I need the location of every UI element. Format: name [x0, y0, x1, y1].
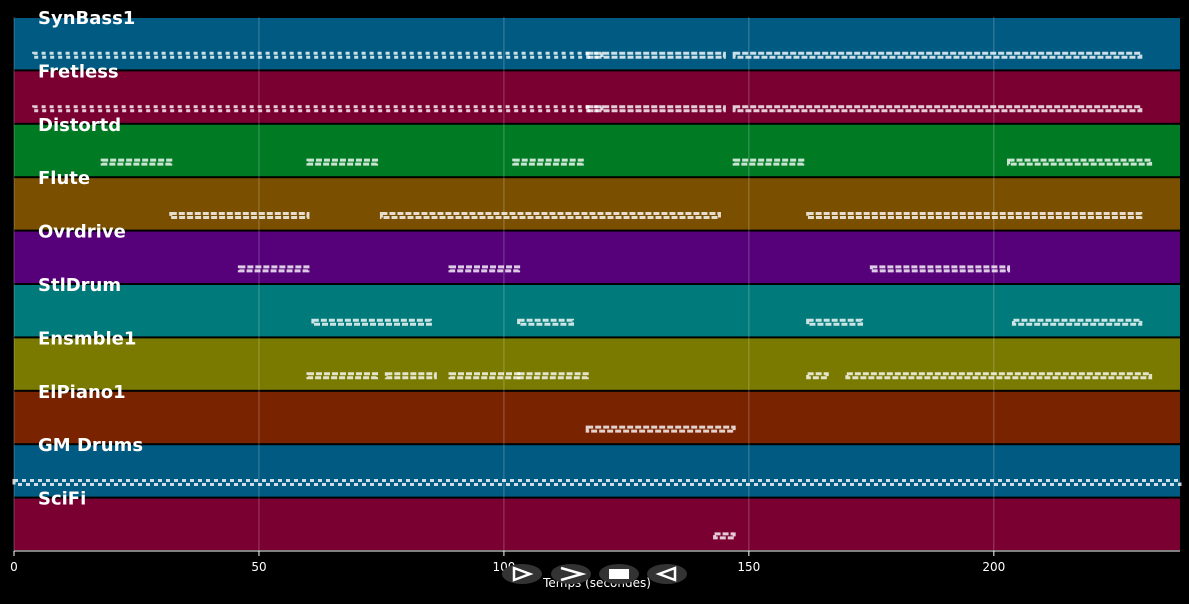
track-background: [14, 231, 1180, 283]
note-segment: [306, 158, 379, 166]
note-segment: [713, 532, 736, 540]
rewind-button[interactable]: [647, 564, 687, 584]
track-label: ElPiano1: [38, 382, 126, 403]
fast-forward-button[interactable]: [551, 564, 591, 584]
track-label: StlDrum: [38, 275, 121, 296]
track-background: [14, 498, 1180, 550]
note-segment: [169, 212, 310, 220]
stop-button[interactable]: [599, 564, 639, 584]
track-background: [14, 71, 1180, 123]
x-tick-label: 200: [982, 560, 1005, 574]
note-segment: [585, 105, 726, 113]
track-background: [14, 124, 1180, 177]
play-button[interactable]: [502, 564, 542, 584]
note-segment: [100, 158, 173, 166]
track-background: [14, 178, 1180, 230]
note-segment: [379, 212, 721, 220]
note-segment: [32, 51, 604, 59]
note-segment: [806, 372, 829, 380]
x-tick-label: 150: [737, 560, 760, 574]
track-label: Ensmble1: [38, 328, 136, 349]
note-segment: [869, 265, 1011, 273]
note-segment: [12, 479, 1182, 487]
note-segment: [237, 265, 310, 273]
note-segment: [384, 372, 437, 380]
note-segment: [806, 212, 1143, 220]
note-segment: [585, 51, 726, 59]
track-label: SciFi: [38, 489, 86, 510]
plot-area: SynBass1 Fretless Distortd Flute Ovrdrive Stl…: [10, 8, 1182, 574]
note-segment: [311, 318, 432, 326]
track-background: [14, 285, 1180, 337]
x-tick-label: 0: [10, 560, 18, 574]
track-label: SynBass1: [38, 8, 135, 29]
track-background: [14, 391, 1180, 444]
note-segment: [517, 372, 589, 380]
note-segment: [732, 51, 1143, 59]
note-segment: [1011, 318, 1143, 326]
x-tick-label: 50: [251, 560, 266, 574]
note-segment: [448, 372, 521, 380]
note-segment: [732, 105, 1143, 113]
track-label: GM Drums: [38, 435, 143, 456]
note-segment: [845, 372, 1153, 380]
track-label: Fretless: [38, 61, 119, 82]
note-segment: [306, 372, 379, 380]
note-segment: [806, 318, 864, 326]
note-segment: [517, 318, 575, 326]
note-segment: [512, 158, 584, 166]
note-segment: [585, 425, 736, 433]
note-segment: [1007, 158, 1153, 166]
playback-controls: [502, 564, 687, 584]
track-label: Flute: [38, 168, 90, 189]
track-label: Ovrdrive: [38, 222, 126, 243]
note-segment: [448, 265, 521, 273]
track-background: [14, 338, 1180, 390]
note-segment: [732, 158, 805, 166]
track-background: [14, 445, 1180, 497]
track-background: [14, 18, 1180, 70]
track-label: Distortd: [38, 115, 121, 136]
note-segment: [32, 105, 604, 113]
